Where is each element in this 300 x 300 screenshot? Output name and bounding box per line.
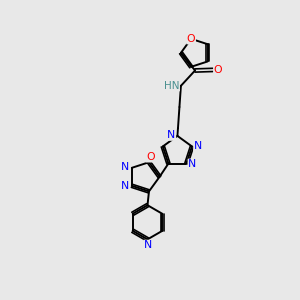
Text: N: N (144, 240, 152, 250)
Text: HN: HN (164, 81, 179, 91)
Text: O: O (146, 152, 155, 162)
Text: N: N (121, 162, 130, 172)
Text: N: N (194, 141, 202, 151)
Text: N: N (167, 130, 175, 140)
Text: N: N (188, 159, 196, 169)
Text: N: N (121, 182, 130, 191)
Text: O: O (187, 34, 195, 44)
Text: O: O (214, 65, 222, 75)
